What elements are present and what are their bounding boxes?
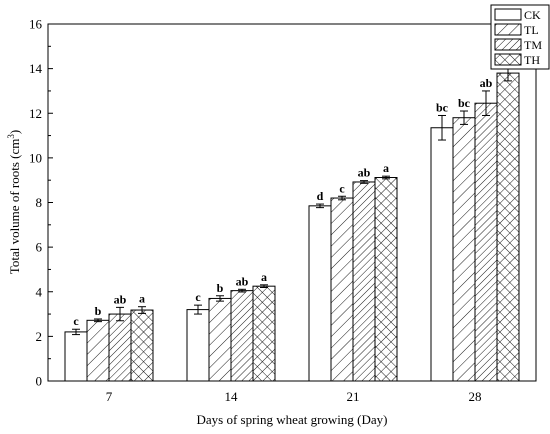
x-tick-label: 14	[225, 389, 239, 404]
legend-swatch	[494, 8, 522, 21]
x-tick-label: 7	[106, 389, 113, 404]
y-axis-ticks: 0 2 4 6 8 10 12 14 16	[29, 17, 53, 389]
x-tick-label: 28	[469, 389, 482, 404]
significance-label: b	[217, 281, 224, 295]
bar-tm	[352, 181, 376, 382]
bar-tm	[230, 290, 254, 382]
y-tick-label: 10	[29, 150, 42, 165]
significance-label: bc	[436, 100, 449, 114]
legend-swatch	[494, 53, 522, 66]
bar-ck	[308, 205, 332, 382]
bar-tl	[330, 197, 354, 382]
significance-label: c	[195, 290, 201, 304]
significance-label: ab	[358, 166, 371, 180]
legend-label: TM	[524, 38, 542, 52]
y-axis-label-superscript: 3	[6, 134, 16, 139]
y-axis-label-main: Total volume of roots (cm	[7, 139, 22, 275]
bar-tm	[108, 313, 132, 382]
significance-label: ab	[480, 76, 493, 90]
bar-th	[496, 72, 520, 382]
legend-swatch	[494, 23, 522, 36]
legend-label: TH	[524, 53, 540, 67]
bar-tl	[452, 117, 476, 382]
significance-label: a	[383, 161, 389, 175]
significance-label: bc	[458, 96, 471, 110]
significance-label: b	[95, 304, 102, 318]
x-axis-label: Days of spring wheat growing (Day)	[197, 412, 388, 427]
bar-tm	[474, 102, 498, 382]
bar-th	[252, 285, 276, 382]
y-tick-label: 14	[29, 61, 43, 76]
bar-tl	[86, 319, 110, 382]
y-axis-label: Total volume of roots (cm3)	[6, 130, 22, 274]
y-tick-label: 16	[29, 17, 43, 32]
y-axis-label-close: )	[7, 130, 22, 134]
x-axis-ticks: 7 14 21 28	[106, 376, 482, 404]
y-tick-label: 4	[36, 284, 43, 299]
bar-tl	[208, 297, 232, 382]
legend-swatch	[494, 38, 522, 51]
bars-group: cbabacbabadcababcbcaba	[64, 50, 520, 382]
significance-label: ab	[236, 274, 249, 288]
y-tick-label: 8	[36, 195, 43, 210]
y-tick-label: 2	[36, 329, 43, 344]
significance-label: c	[339, 181, 345, 195]
x-tick-label: 21	[347, 389, 360, 404]
significance-label: ab	[114, 292, 127, 306]
legend-label: TL	[524, 23, 539, 37]
significance-label: c	[73, 314, 79, 328]
bar-ck	[64, 331, 88, 382]
y-tick-label: 6	[36, 240, 43, 255]
bar-th	[130, 309, 154, 382]
y-tick-label: 12	[29, 106, 42, 121]
significance-label: a	[139, 292, 145, 306]
bar-ck	[430, 127, 454, 382]
legend-label: CK	[524, 8, 541, 22]
bar-ck	[186, 309, 210, 382]
significance-label: a	[261, 270, 267, 284]
bar-th	[374, 177, 398, 382]
significance-label: d	[317, 189, 324, 203]
y-tick-label: 0	[36, 374, 43, 389]
